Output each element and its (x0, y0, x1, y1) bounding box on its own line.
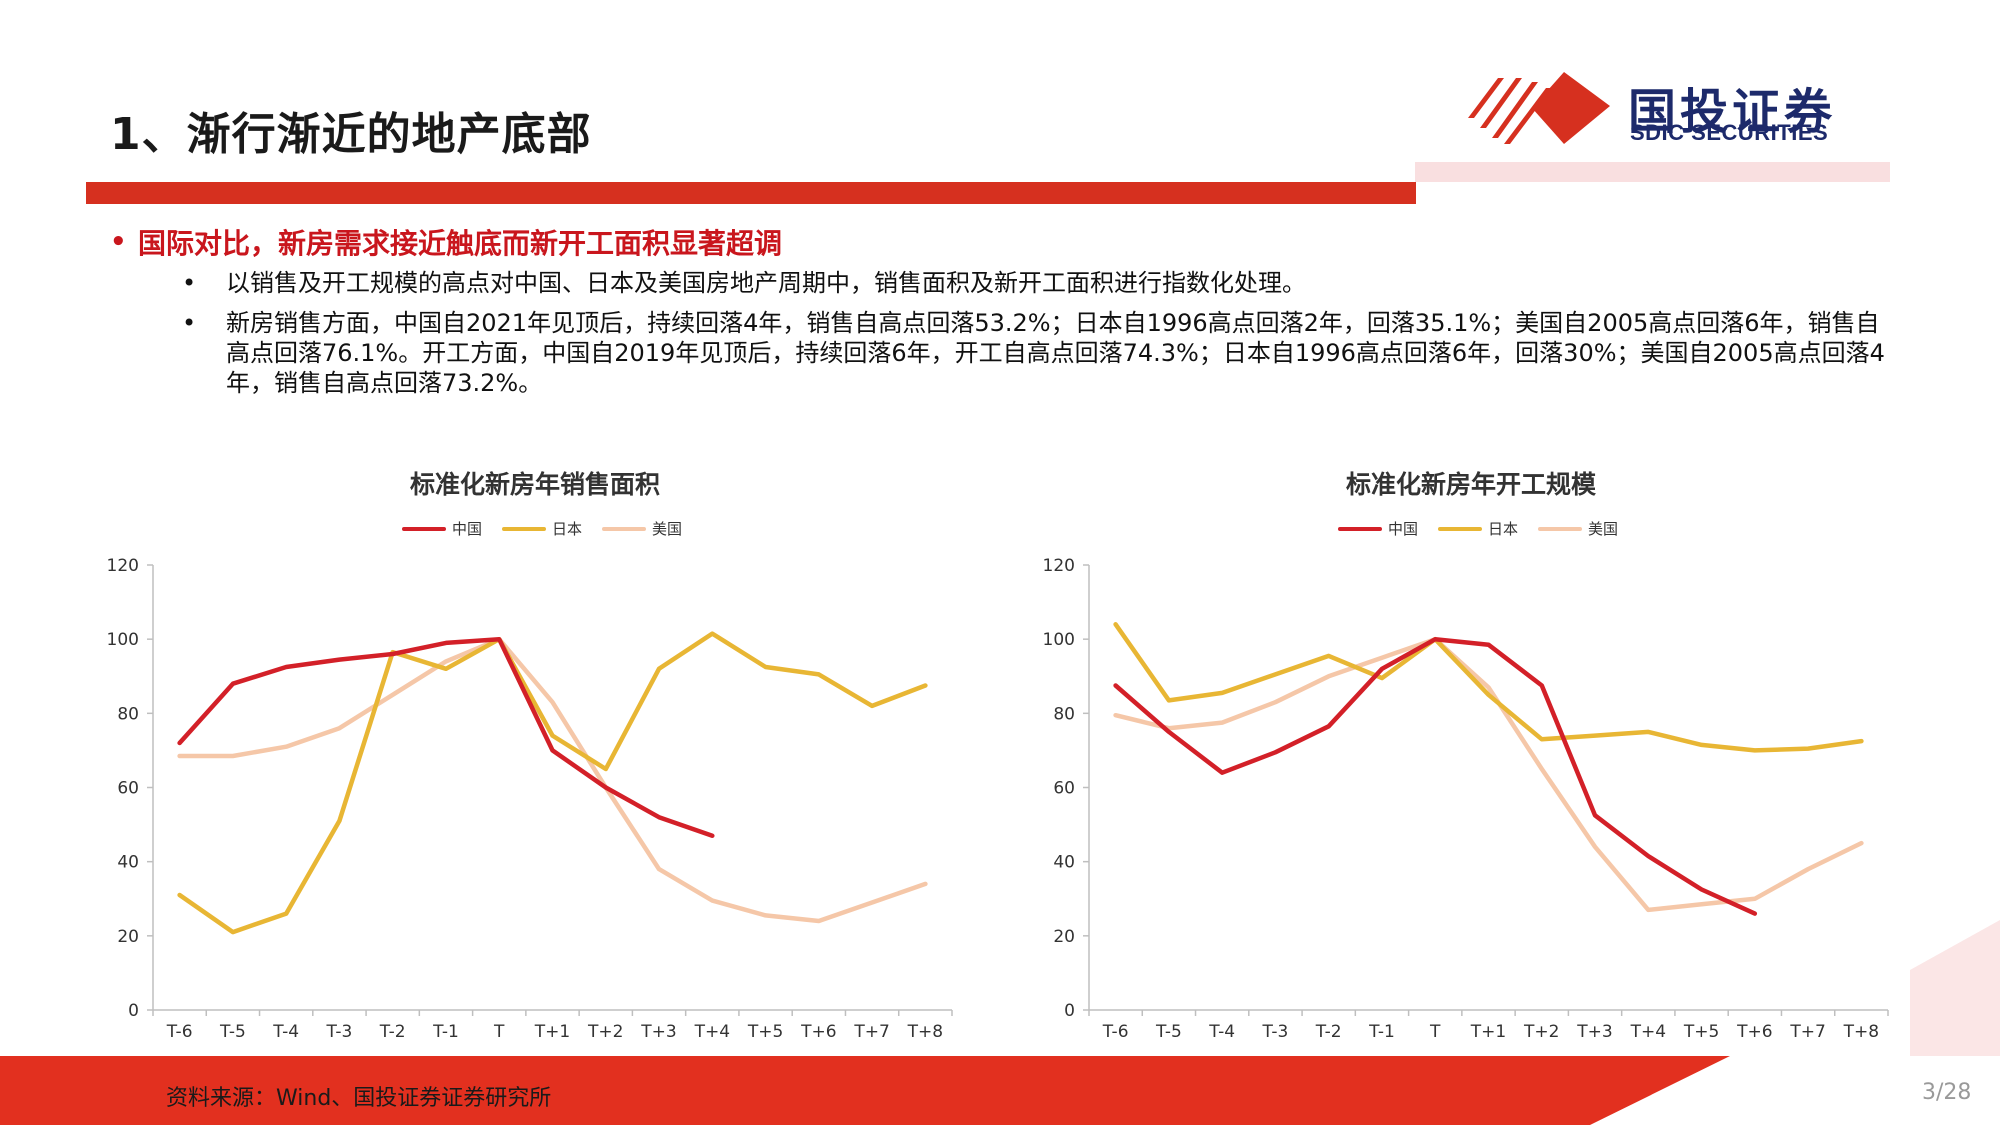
bullet-dot-icon: • (110, 227, 127, 257)
x-tick-label: T-6 (1102, 1022, 1129, 1042)
x-tick-label: T (493, 1022, 505, 1042)
legend-label: 美国 (1588, 520, 1619, 538)
chart-2-legend: 中国 日本 美国 (1338, 518, 1618, 539)
y-tick-label: 60 (1053, 779, 1075, 799)
y-tick-label: 120 (1043, 556, 1075, 576)
x-tick-label: T-3 (1262, 1022, 1289, 1042)
page-title: 1、渐行渐近的地产底部 (110, 109, 592, 160)
bullet-dot-icon: • (182, 309, 197, 337)
main-bullet: • 国际对比，新房需求接近触底而新开工面积显著超调 (110, 222, 1890, 262)
x-tick-label: T (1429, 1022, 1441, 1042)
x-tick-label: T-2 (1315, 1022, 1342, 1042)
series-japan-line (177, 631, 928, 935)
y-tick-label: 100 (107, 630, 139, 650)
main-bullet-text: 国际对比，新房需求接近触底而新开工面积显著超调 (138, 227, 783, 260)
series-china-line (1113, 636, 1758, 916)
y-tick-label: 20 (117, 927, 139, 947)
header-pink-band (1415, 162, 1890, 182)
x-tick-label: T-5 (1155, 1022, 1182, 1042)
legend-swatch (402, 526, 446, 531)
decorative-corner (1910, 920, 2000, 1056)
chart-1-title: 标准化新房年销售面积 (409, 470, 660, 499)
bullet-section: • 国际对比，新房需求接近触底而新开工面积显著超调 • 以销售及开工规模的高点对… (110, 222, 1890, 398)
legend-label: 日本 (552, 520, 583, 538)
x-tick-label: T+4 (694, 1022, 730, 1042)
chart-1-legend: 中国 日本 美国 (402, 518, 682, 539)
brand-logo: 国投证券 SDIC SECURITIES (1468, 68, 1888, 148)
legend-label: 中国 (452, 520, 483, 538)
legend-item-usa: 美国 (1538, 518, 1618, 539)
x-tick-label: T+3 (640, 1022, 676, 1042)
legend-item-china: 中国 (1338, 518, 1418, 539)
x-tick-label: T-1 (432, 1022, 459, 1042)
legend-swatch (1338, 526, 1382, 531)
legend-item-japan: 日本 (502, 518, 582, 539)
legend-item-japan: 日本 (1438, 518, 1518, 539)
legend-item-usa: 美国 (602, 518, 682, 539)
x-tick-label: T-1 (1368, 1022, 1395, 1042)
footer-band (0, 1056, 1730, 1125)
x-tick-label: T+7 (853, 1022, 889, 1042)
bullet-dot-icon: • (182, 269, 197, 297)
y-tick-label: 120 (107, 556, 139, 576)
x-tick-label: T+1 (1470, 1022, 1506, 1042)
legend-swatch (602, 526, 647, 531)
logo-english-text: SDIC SECURITIES (1630, 120, 1829, 145)
series-usa-line (1113, 636, 1864, 913)
logo-mark-icon (1468, 72, 1610, 144)
legend-swatch (1438, 526, 1483, 531)
legend-label: 日本 (1488, 520, 1519, 538)
legend-item-china: 中国 (402, 518, 482, 539)
x-tick-label: T+2 (1523, 1022, 1559, 1042)
x-tick-label: T+8 (907, 1022, 943, 1042)
y-tick-label: 80 (1053, 704, 1075, 724)
x-tick-label: T+6 (800, 1022, 836, 1042)
x-tick-label: T-4 (272, 1022, 299, 1042)
x-tick-label: T+7 (1789, 1022, 1825, 1042)
series-usa-line (177, 636, 928, 924)
chart-1-plot: 0 20 40 60 80 100 120 T-6 T-5 T-4 T-3 T-2 T-1 T T+1 T+2… (107, 556, 953, 1042)
chart-2-plot: 0 20 40 60 80 100 120 T-6 T-5 T-4 T-3 T-2 T-1 T T+1 T+2… (1043, 556, 1889, 1042)
y-tick-label: 60 (117, 779, 139, 799)
header-red-band (86, 182, 1416, 204)
x-tick-label: T+6 (1736, 1022, 1772, 1042)
x-tick-label: T-2 (379, 1022, 406, 1042)
x-tick-label: T+8 (1843, 1022, 1879, 1042)
x-tick-label: T+2 (587, 1022, 623, 1042)
x-tick-label: T-3 (326, 1022, 353, 1042)
logo-chinese-text: 国投证券 (1628, 84, 1837, 140)
y-tick-label: 100 (1043, 630, 1075, 650)
source-note: 资料来源：Wind、国投证券证券研究所 (166, 1086, 552, 1111)
x-tick-label: T+4 (1630, 1022, 1666, 1042)
sub-bullet-text-2: 新房销售方面，中国自2021年见顶后，持续回落4年，销售自高点回落53.2%；日… (226, 309, 1885, 397)
y-tick-label: 20 (1053, 927, 1075, 947)
x-tick-label: T-4 (1208, 1022, 1235, 1042)
page-number: 3/28 (1922, 1080, 1972, 1105)
y-tick-label: 0 (128, 1001, 139, 1021)
legend-swatch (1538, 526, 1583, 531)
x-tick-label: T-6 (166, 1022, 193, 1042)
sub-bullet: • 新房销售方面，中国自2021年见顶后，持续回落4年，销售自高点回落53.2%… (110, 308, 1890, 398)
chart-2-title: 标准化新房年开工规模 (1345, 470, 1596, 499)
legend-label: 中国 (1388, 520, 1419, 538)
x-tick-label: T-5 (219, 1022, 246, 1042)
y-tick-label: 80 (117, 704, 139, 724)
legend-swatch (502, 526, 547, 531)
sub-bullet-text-1: 以销售及开工规模的高点对中国、日本及美国房地产周期中，销售面积及新开工面积进行指… (226, 269, 1306, 297)
y-tick-label: 40 (117, 853, 139, 873)
x-tick-label: T+1 (534, 1022, 570, 1042)
y-tick-label: 40 (1053, 853, 1075, 873)
x-tick-label: T+3 (1576, 1022, 1612, 1042)
sub-bullet: • 以销售及开工规模的高点对中国、日本及美国房地产周期中，销售面积及新开工面积进… (110, 268, 1890, 298)
y-tick-label: 0 (1064, 1001, 1075, 1021)
legend-label: 美国 (652, 520, 683, 538)
x-tick-label: T+5 (1683, 1022, 1719, 1042)
x-tick-label: T+5 (747, 1022, 783, 1042)
